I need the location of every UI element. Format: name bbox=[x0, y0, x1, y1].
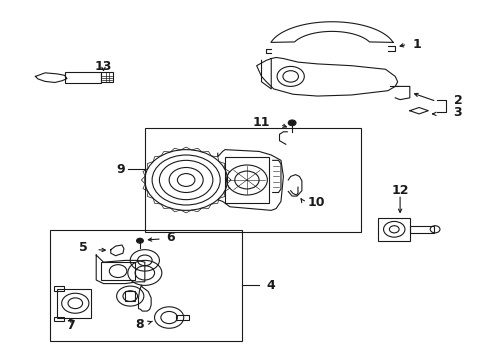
Bar bbox=[409, 226, 433, 233]
Text: 1: 1 bbox=[411, 38, 420, 51]
Bar bbox=[54, 287, 63, 291]
Bar bbox=[101, 72, 113, 82]
Text: 3: 3 bbox=[453, 106, 461, 120]
Text: 6: 6 bbox=[166, 231, 175, 244]
Bar bbox=[54, 317, 63, 321]
Text: 8: 8 bbox=[135, 318, 143, 331]
Text: 13: 13 bbox=[95, 60, 112, 73]
Bar bbox=[377, 217, 409, 241]
Text: 7: 7 bbox=[66, 319, 75, 332]
Text: 4: 4 bbox=[266, 279, 275, 292]
Text: 9: 9 bbox=[116, 163, 124, 176]
Text: 2: 2 bbox=[453, 94, 461, 107]
Bar bbox=[125, 292, 135, 301]
Bar bbox=[101, 262, 135, 280]
Bar bbox=[57, 289, 91, 318]
Circle shape bbox=[287, 120, 295, 126]
Bar bbox=[176, 315, 188, 320]
Text: 5: 5 bbox=[79, 241, 88, 255]
Text: 12: 12 bbox=[390, 184, 408, 197]
Circle shape bbox=[136, 238, 143, 243]
Bar bbox=[64, 72, 101, 83]
Text: 11: 11 bbox=[252, 116, 270, 129]
Text: 10: 10 bbox=[307, 196, 325, 209]
Bar bbox=[224, 157, 268, 203]
Bar bbox=[50, 230, 242, 341]
Bar bbox=[144, 128, 361, 232]
